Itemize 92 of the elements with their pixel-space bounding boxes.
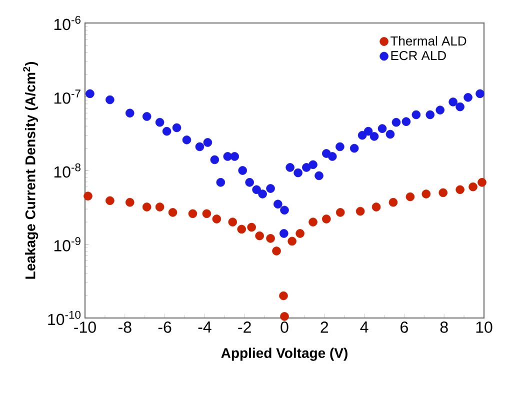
point — [155, 118, 164, 127]
point — [203, 138, 212, 147]
point — [406, 192, 415, 202]
legend-label: ECR ALD — [391, 50, 446, 60]
point — [172, 123, 182, 132]
point — [336, 208, 345, 217]
point — [302, 163, 311, 172]
point — [402, 117, 411, 126]
point — [296, 229, 304, 238]
point — [322, 214, 331, 224]
point — [388, 198, 398, 207]
x-tick-label: 10 — [476, 322, 492, 333]
point — [168, 208, 178, 217]
point — [274, 200, 282, 209]
point — [230, 152, 240, 161]
point — [412, 110, 421, 120]
point — [426, 110, 435, 120]
point — [182, 135, 192, 144]
point — [106, 95, 114, 104]
point — [476, 89, 484, 98]
point — [258, 190, 267, 198]
point — [162, 126, 172, 136]
point — [202, 209, 212, 218]
point — [212, 214, 222, 224]
x-tick-label: -4 — [198, 322, 212, 333]
x-tick-label: 0 — [280, 322, 288, 333]
point — [372, 202, 381, 212]
x-tick-label: 8 — [440, 322, 448, 333]
x-tick-label: -2 — [238, 322, 251, 333]
x-tick-label: 2 — [320, 322, 328, 333]
point — [125, 198, 134, 207]
point — [195, 142, 204, 152]
point — [464, 92, 472, 102]
point — [86, 89, 94, 98]
point — [266, 234, 275, 243]
point — [356, 206, 365, 216]
point — [370, 132, 379, 141]
point — [280, 229, 288, 238]
point — [266, 184, 275, 193]
point — [422, 190, 431, 198]
point — [245, 178, 254, 187]
point — [294, 168, 302, 178]
point — [280, 206, 289, 215]
point — [328, 152, 337, 161]
x-tick-label: -8 — [118, 322, 132, 333]
point — [456, 102, 464, 112]
point — [210, 155, 220, 164]
point — [386, 130, 395, 139]
point — [308, 160, 318, 170]
y-tick-label: 10$^{-7}$ — [54, 90, 80, 104]
point — [438, 188, 448, 198]
point — [106, 196, 114, 206]
point — [436, 106, 445, 114]
point — [247, 222, 256, 232]
point — [478, 178, 486, 187]
point — [448, 98, 458, 106]
x-tick-label: 6 — [400, 322, 408, 333]
point — [272, 246, 281, 256]
point — [142, 202, 152, 212]
legend-label: Thermal ALD — [390, 36, 466, 46]
point — [255, 231, 264, 240]
y-tick-label: 10$^{-6}$ — [54, 16, 80, 30]
point — [336, 142, 344, 152]
point — [456, 185, 464, 194]
point — [238, 166, 248, 175]
y-tick-label: 10$^{-8}$ — [54, 163, 80, 178]
point — [314, 171, 324, 180]
x-tick-label: -6 — [158, 322, 172, 333]
point — [308, 218, 318, 226]
point — [155, 202, 164, 212]
point — [378, 124, 387, 133]
point — [237, 224, 246, 234]
x-tick-label: 4 — [360, 322, 368, 333]
point — [468, 182, 478, 192]
point — [188, 209, 198, 218]
point — [125, 108, 134, 118]
x-axis-title: Applied Voltage (V) — [221, 348, 348, 361]
point — [280, 312, 289, 321]
point — [364, 126, 373, 136]
y-axis-title: Leakage Current Density (A/cm$^{2}$) — [23, 62, 38, 279]
point — [142, 112, 152, 121]
point — [358, 130, 367, 140]
point — [392, 118, 401, 127]
point — [288, 236, 296, 246]
point — [216, 178, 226, 187]
point — [228, 218, 238, 226]
point — [84, 192, 92, 200]
point — [252, 185, 261, 194]
point — [350, 144, 359, 153]
point — [279, 291, 288, 300]
point — [286, 163, 294, 172]
y-tick-label: 10$^{-9}$ — [54, 237, 80, 252]
